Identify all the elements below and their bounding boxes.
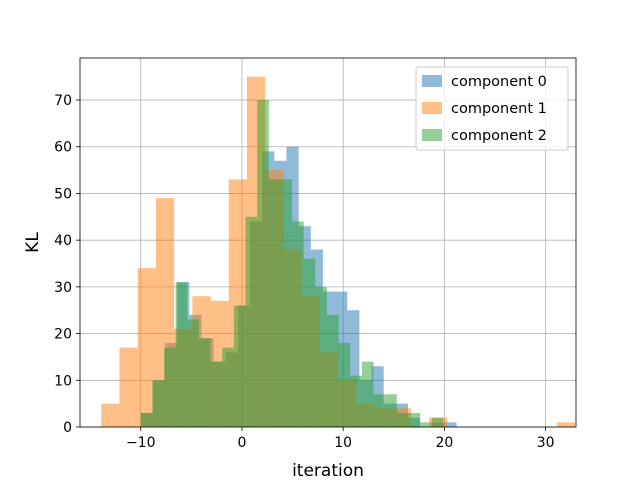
x-tick-label: 30 [537, 435, 555, 451]
histogram-bar [233, 305, 246, 427]
legend-item: component 1 [422, 101, 547, 117]
series-2-bars [140, 100, 444, 428]
y-tick-label: 70 [54, 93, 72, 109]
y-tick-label: 30 [54, 280, 72, 296]
x-axis-label: iteration [292, 461, 364, 480]
histogram-bar [431, 417, 444, 427]
histogram-bars [101, 76, 575, 428]
x-tick-label: 0 [237, 435, 246, 451]
y-tick-label: 50 [54, 186, 72, 202]
legend-item: component 2 [422, 128, 547, 144]
legend-label: component 1 [451, 101, 547, 117]
y-axis-label: KL [23, 232, 43, 253]
histogram-bar [385, 394, 397, 427]
histogram-bar [245, 216, 258, 427]
legend-label: component 0 [451, 74, 547, 90]
histogram-bar [140, 412, 153, 427]
histogram-bar [373, 394, 386, 427]
histogram-bar [210, 361, 223, 427]
histogram-bar [137, 268, 156, 427]
y-tick-label: 40 [54, 233, 72, 249]
legend: component 0 component 1 component 2 [415, 66, 569, 151]
axis-ticks: −10 0 10 20 30 0 10 20 30 40 50 60 70 [54, 93, 554, 451]
histogram-bar [303, 258, 316, 427]
histogram-bar [408, 412, 421, 427]
legend-item: component 0 [422, 74, 547, 90]
histogram-bar [222, 347, 234, 427]
histogram-bar [257, 100, 269, 428]
histogram-bar [420, 422, 432, 427]
histogram-bar [361, 361, 374, 427]
histogram-bar [268, 179, 281, 427]
histogram-bar [198, 338, 211, 427]
histogram-bar [152, 380, 165, 427]
histogram-bar [280, 179, 293, 427]
histogram-bar [444, 422, 457, 427]
histogram-bar [187, 319, 199, 427]
histogram-bar [164, 347, 176, 427]
x-tick-label: 20 [435, 435, 453, 451]
histogram-bar [101, 403, 120, 427]
legend-frame [415, 66, 569, 151]
histogram-bar [326, 314, 339, 427]
x-tick-label: −10 [126, 435, 156, 451]
plot-area-frame [79, 57, 577, 428]
legend-swatch [422, 129, 442, 141]
legend-label: component 2 [451, 128, 547, 144]
histogram-bar [556, 422, 575, 427]
y-tick-label: 0 [63, 420, 72, 436]
histogram-bar [292, 221, 304, 427]
y-tick-label: 20 [54, 327, 72, 343]
histogram-bar [175, 282, 188, 427]
histogram-bar [315, 286, 327, 427]
y-tick-label: 60 [54, 140, 72, 156]
legend-swatch [422, 102, 442, 114]
histogram-bar [350, 375, 362, 427]
x-tick-label: 10 [334, 435, 352, 451]
histogram-bar [396, 412, 409, 427]
y-tick-label: 10 [54, 373, 72, 389]
histogram-bar [338, 342, 351, 427]
legend-swatch [422, 75, 442, 87]
histogram-bar [119, 347, 138, 427]
